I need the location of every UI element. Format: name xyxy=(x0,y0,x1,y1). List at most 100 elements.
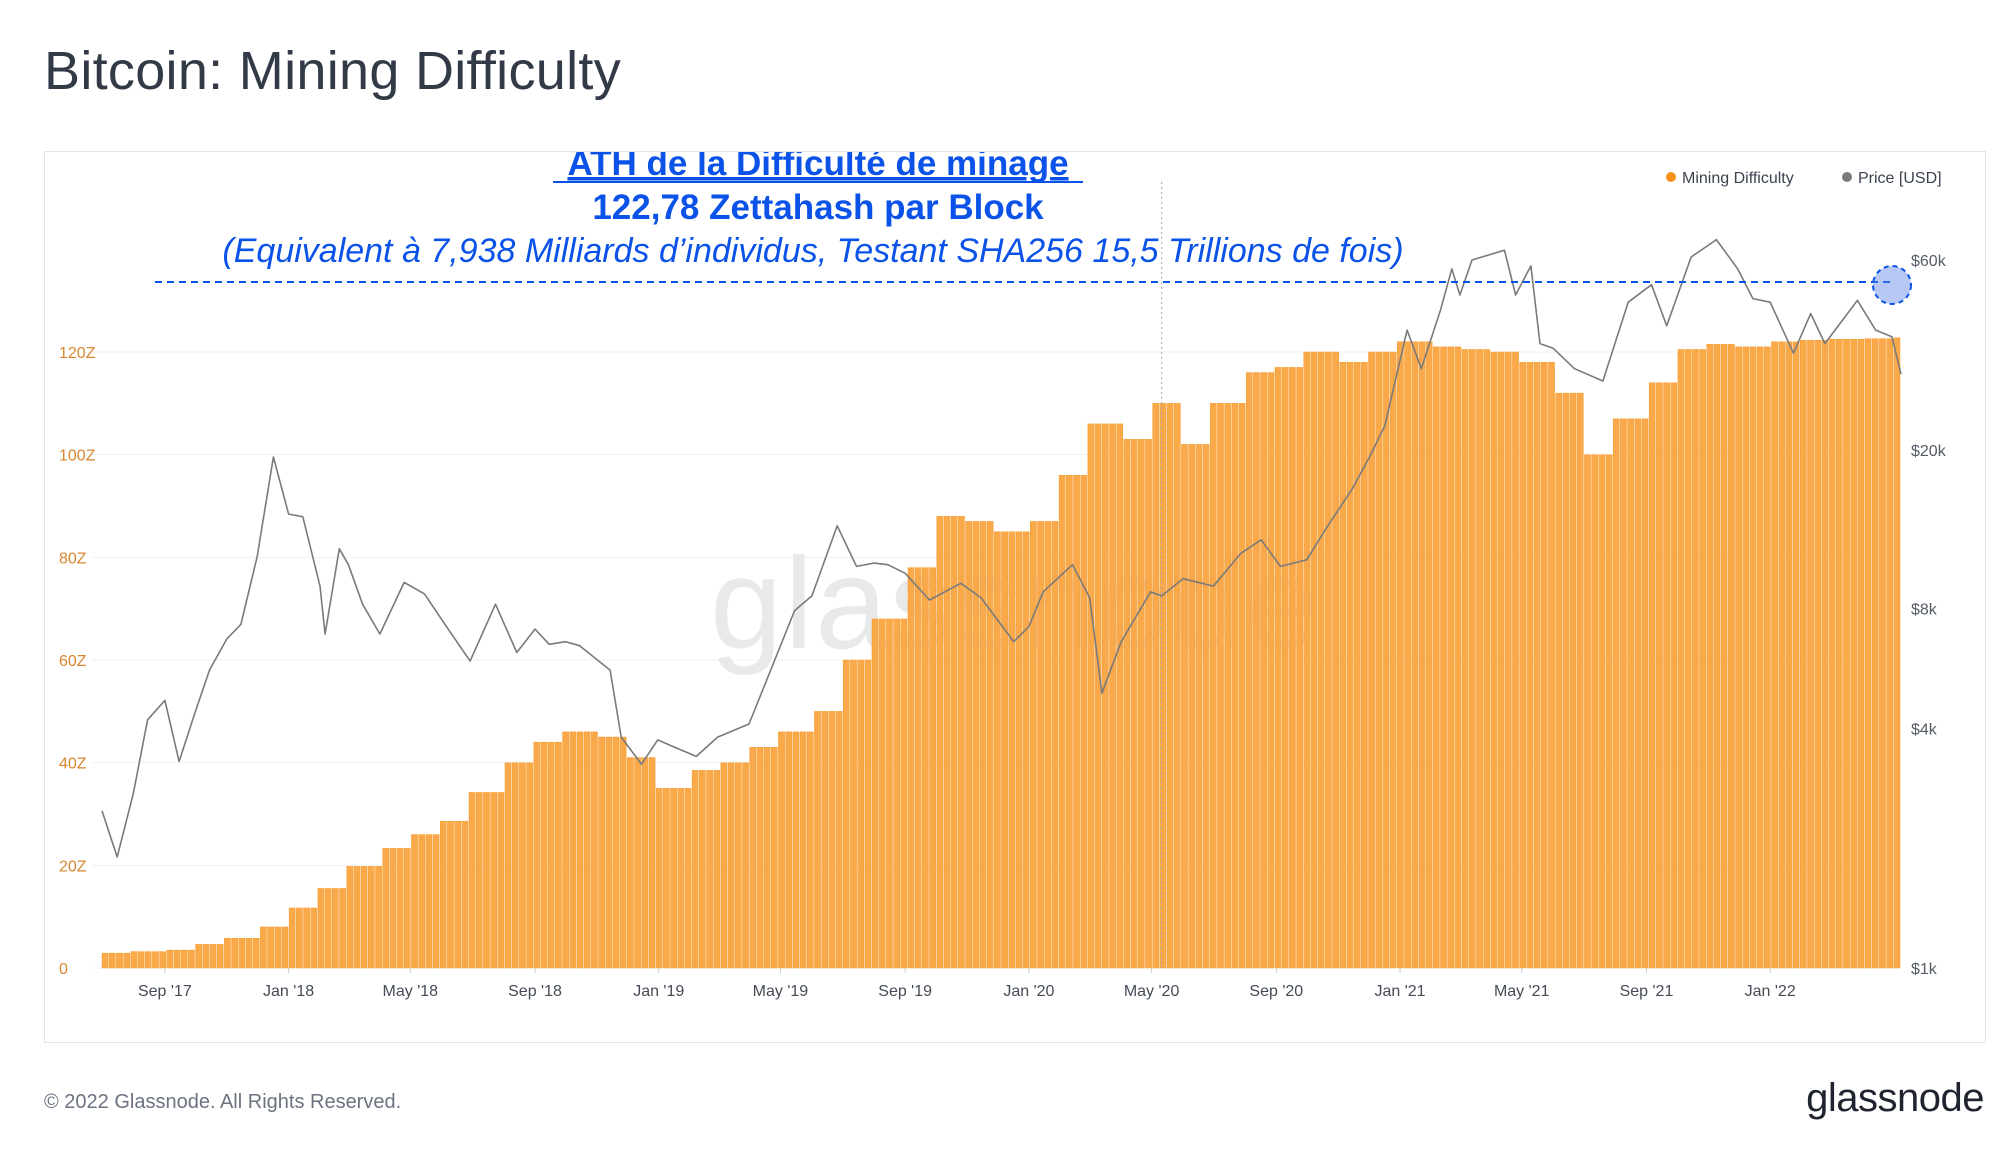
difficulty-bar xyxy=(814,711,821,969)
difficulty-bar xyxy=(972,521,980,969)
difficulty-bar xyxy=(1447,346,1455,969)
difficulty-bar xyxy=(1720,344,1728,969)
difficulty-bar xyxy=(1173,403,1181,969)
difficulty-bar xyxy=(1166,403,1174,969)
difficulty-bar xyxy=(1346,362,1354,969)
difficulty-bar xyxy=(274,926,282,969)
difficulty-bar xyxy=(224,938,231,969)
difficulty-bar xyxy=(965,521,972,969)
y-left-tick-label: 60Z xyxy=(59,653,87,670)
difficulty-bar xyxy=(922,567,929,969)
difficulty-bar xyxy=(180,949,188,969)
x-tick-label: Jan '22 xyxy=(1745,983,1796,1000)
difficulty-bar xyxy=(1123,439,1131,969)
difficulty-bar xyxy=(1044,521,1052,969)
ath-highlight-circle xyxy=(1872,265,1912,305)
difficulty-bar xyxy=(1224,403,1231,969)
difficulty-bar xyxy=(1317,351,1325,969)
difficulty-bar xyxy=(1663,382,1670,969)
difficulty-bar xyxy=(699,770,706,969)
difficulty-bar xyxy=(540,741,548,969)
difficulty-bar xyxy=(691,770,699,969)
difficulty-bar xyxy=(1382,351,1390,969)
difficulty-bar xyxy=(1497,351,1505,969)
difficulty-bar xyxy=(1274,367,1282,969)
difficulty-bar xyxy=(1454,346,1462,969)
difficulty-bar xyxy=(260,926,267,969)
difficulty-bar xyxy=(296,907,303,969)
difficulty-bar xyxy=(1245,372,1253,969)
difficulty-bar xyxy=(1634,418,1642,969)
difficulty-bar xyxy=(1699,349,1706,969)
difficulty-bar xyxy=(1526,362,1534,969)
difficulty-bar xyxy=(137,951,145,969)
difficulty-bar xyxy=(195,944,202,969)
difficulty-bar xyxy=(756,747,764,969)
difficulty-bar xyxy=(1332,351,1339,969)
difficulty-bar xyxy=(1058,475,1066,969)
difficulty-bar xyxy=(1814,339,1822,969)
page-title: Bitcoin: Mining Difficulty xyxy=(44,41,622,101)
difficulty-bar xyxy=(1490,351,1498,969)
difficulty-bar xyxy=(778,731,785,969)
difficulty-bar xyxy=(1253,372,1260,969)
difficulty-bar xyxy=(1562,392,1570,969)
difficulty-bar xyxy=(986,521,994,969)
difficulty-bar xyxy=(432,834,440,969)
difficulty-bar xyxy=(914,567,922,969)
difficulty-bar xyxy=(1576,392,1584,969)
difficulty-bar xyxy=(936,516,944,969)
difficulty-bar xyxy=(1648,382,1656,969)
y-right-tick-label: $60k xyxy=(1911,253,1947,270)
annotation-title: ATH de la Difficulté de minage xyxy=(567,152,1068,183)
difficulty-bar xyxy=(310,907,318,969)
difficulty-bar xyxy=(252,938,260,969)
difficulty-bar xyxy=(835,711,843,969)
difficulty-bar xyxy=(1066,475,1073,969)
difficulty-bar xyxy=(188,949,195,969)
difficulty-bar xyxy=(1209,403,1217,969)
difficulty-bar xyxy=(1159,403,1167,969)
difficulty-bar xyxy=(108,952,116,969)
difficulty-bar xyxy=(447,820,454,969)
difficulty-bar xyxy=(382,848,390,969)
x-tick-label: Sep '18 xyxy=(508,983,562,1000)
difficulty-bar xyxy=(245,938,253,969)
difficulty-bar xyxy=(353,866,361,969)
difficulty-bar xyxy=(152,951,159,969)
difficulty-bar xyxy=(1512,351,1519,969)
difficulty-bar xyxy=(555,741,562,969)
difficulty-bar xyxy=(490,792,497,969)
difficulty-bar xyxy=(763,747,771,969)
difficulty-bar xyxy=(1130,439,1138,969)
difficulty-bar xyxy=(1353,362,1361,969)
x-tick-label: May '18 xyxy=(383,983,439,1000)
y-right-tick-label: $4k xyxy=(1911,721,1938,738)
difficulty-bar xyxy=(1792,341,1800,969)
difficulty-bar xyxy=(842,659,850,969)
difficulty-bar xyxy=(1879,338,1886,969)
difficulty-bar xyxy=(943,516,951,969)
y-right-tick-label: $1k xyxy=(1911,961,1938,978)
difficulty-bar xyxy=(663,788,670,969)
difficulty-bar xyxy=(1742,346,1750,969)
difficulty-bar xyxy=(1152,403,1160,969)
difficulty-bar xyxy=(346,866,354,969)
difficulty-bar xyxy=(1217,403,1224,969)
y-left-tick-label: 120Z xyxy=(59,345,96,362)
difficulty-bar xyxy=(1612,418,1620,969)
difficulty-bar xyxy=(1425,341,1433,969)
difficulty-bar xyxy=(1389,351,1397,969)
difficulty-bar xyxy=(641,757,649,969)
difficulty-bar xyxy=(864,659,872,969)
difficulty-bar xyxy=(807,731,814,969)
x-tick-label: May '19 xyxy=(753,983,809,1000)
difficulty-bar xyxy=(1073,475,1080,969)
difficulty-bar xyxy=(1397,341,1404,969)
difficulty-bar xyxy=(440,820,447,969)
difficulty-bar xyxy=(1080,475,1088,969)
difficulty-bar xyxy=(1764,346,1771,969)
difficulty-bar xyxy=(1886,338,1893,969)
glassnode-logo[interactable]: glassnode xyxy=(1806,1076,1984,1120)
difficulty-bar xyxy=(1620,418,1627,969)
